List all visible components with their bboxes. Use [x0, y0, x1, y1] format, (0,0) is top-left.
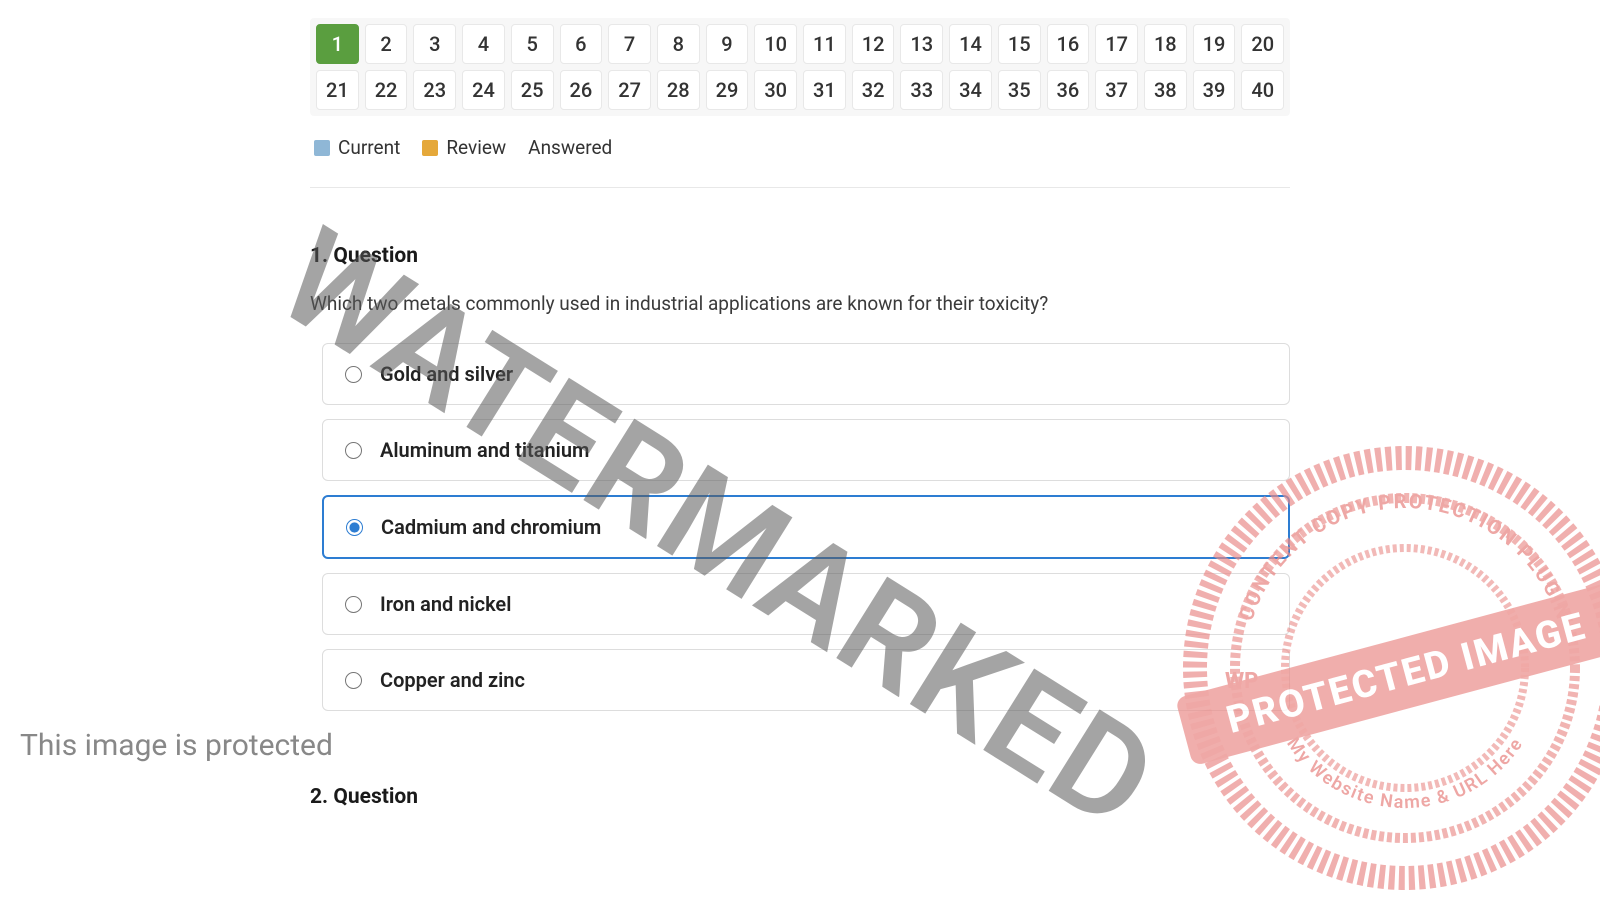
nav-question-18[interactable]: 18 [1144, 24, 1187, 64]
nav-question-32[interactable]: 32 [852, 70, 895, 110]
nav-question-3[interactable]: 3 [413, 24, 456, 64]
nav-question-13[interactable]: 13 [900, 24, 943, 64]
nav-row: 2122232425262728293031323334353637383940 [316, 70, 1284, 110]
question-heading: 1. Question [310, 244, 1290, 268]
answer-option[interactable]: Cadmium and chromium [322, 495, 1290, 559]
nav-question-28[interactable]: 28 [657, 70, 700, 110]
legend-label: Answered [528, 136, 612, 159]
nav-question-9[interactable]: 9 [706, 24, 749, 64]
nav-question-16[interactable]: 16 [1047, 24, 1090, 64]
answer-radio[interactable] [345, 596, 362, 613]
legend-label: Current [338, 136, 400, 159]
nav-question-15[interactable]: 15 [998, 24, 1041, 64]
options-list: Gold and silver Aluminum and titanium Cadm… [310, 343, 1290, 711]
answer-label: Iron and nickel [380, 592, 511, 616]
nav-question-22[interactable]: 22 [365, 70, 408, 110]
nav-question-33[interactable]: 33 [900, 70, 943, 110]
nav-question-29[interactable]: 29 [706, 70, 749, 110]
nav-question-4[interactable]: 4 [462, 24, 505, 64]
legend-swatch [314, 140, 330, 156]
answer-option[interactable]: Gold and silver [322, 343, 1290, 405]
nav-question-39[interactable]: 39 [1193, 70, 1236, 110]
nav-question-7[interactable]: 7 [608, 24, 651, 64]
nav-question-6[interactable]: 6 [560, 24, 603, 64]
legend-item-current: Current [314, 136, 400, 159]
legend-label: Review [446, 136, 506, 159]
stamp-bottom-text: My Website Name & URL Here [1282, 734, 1527, 814]
nav-question-8[interactable]: 8 [657, 24, 700, 64]
nav-question-20[interactable]: 20 [1241, 24, 1284, 64]
nav-question-34[interactable]: 34 [949, 70, 992, 110]
nav-question-12[interactable]: 12 [852, 24, 895, 64]
question-text: Which two metals commonly used in indust… [310, 292, 1290, 315]
nav-question-21[interactable]: 21 [316, 70, 359, 110]
answer-option[interactable]: Aluminum and titanium [322, 419, 1290, 481]
nav-question-17[interactable]: 17 [1095, 24, 1138, 64]
answer-radio[interactable] [346, 519, 363, 536]
protected-caption: This image is protected [20, 728, 333, 763]
nav-question-27[interactable]: 27 [608, 70, 651, 110]
answer-label: Aluminum and titanium [380, 438, 589, 462]
nav-question-36[interactable]: 36 [1047, 70, 1090, 110]
answer-label: Copper and zinc [380, 668, 525, 692]
nav-question-1[interactable]: 1 [316, 24, 359, 64]
quiz-container: 1234567891011121314151617181920212223242… [310, 0, 1290, 809]
legend-item-review: Review [422, 136, 506, 159]
nav-question-25[interactable]: 25 [511, 70, 554, 110]
nav-question-40[interactable]: 40 [1241, 70, 1284, 110]
nav-question-11[interactable]: 11 [803, 24, 846, 64]
nav-row: 1234567891011121314151617181920 [316, 24, 1284, 64]
nav-question-19[interactable]: 19 [1193, 24, 1236, 64]
nav-question-24[interactable]: 24 [462, 70, 505, 110]
answer-option[interactable]: Iron and nickel [322, 573, 1290, 635]
nav-question-26[interactable]: 26 [560, 70, 603, 110]
nav-question-38[interactable]: 38 [1144, 70, 1187, 110]
nav-question-23[interactable]: 23 [413, 70, 456, 110]
question-navigator: 1234567891011121314151617181920212223242… [310, 18, 1290, 116]
nav-question-31[interactable]: 31 [803, 70, 846, 110]
answer-radio[interactable] [345, 672, 362, 689]
legend: Current Review Answered [310, 130, 1290, 188]
nav-question-30[interactable]: 30 [754, 70, 797, 110]
answer-radio[interactable] [345, 442, 362, 459]
nav-question-5[interactable]: 5 [511, 24, 554, 64]
answer-radio[interactable] [345, 366, 362, 383]
answer-label: Cadmium and chromium [381, 515, 601, 539]
nav-question-2[interactable]: 2 [365, 24, 408, 64]
legend-swatch [422, 140, 438, 156]
nav-question-35[interactable]: 35 [998, 70, 1041, 110]
nav-question-37[interactable]: 37 [1095, 70, 1138, 110]
nav-question-14[interactable]: 14 [949, 24, 992, 64]
question-heading: 2. Question [310, 785, 1290, 809]
legend-item-answered: Answered [528, 136, 612, 159]
nav-question-10[interactable]: 10 [754, 24, 797, 64]
svg-text:My Website Name & URL Here: My Website Name & URL Here [1282, 734, 1527, 814]
answer-option[interactable]: Copper and zinc [322, 649, 1290, 711]
answer-label: Gold and silver [380, 362, 513, 386]
